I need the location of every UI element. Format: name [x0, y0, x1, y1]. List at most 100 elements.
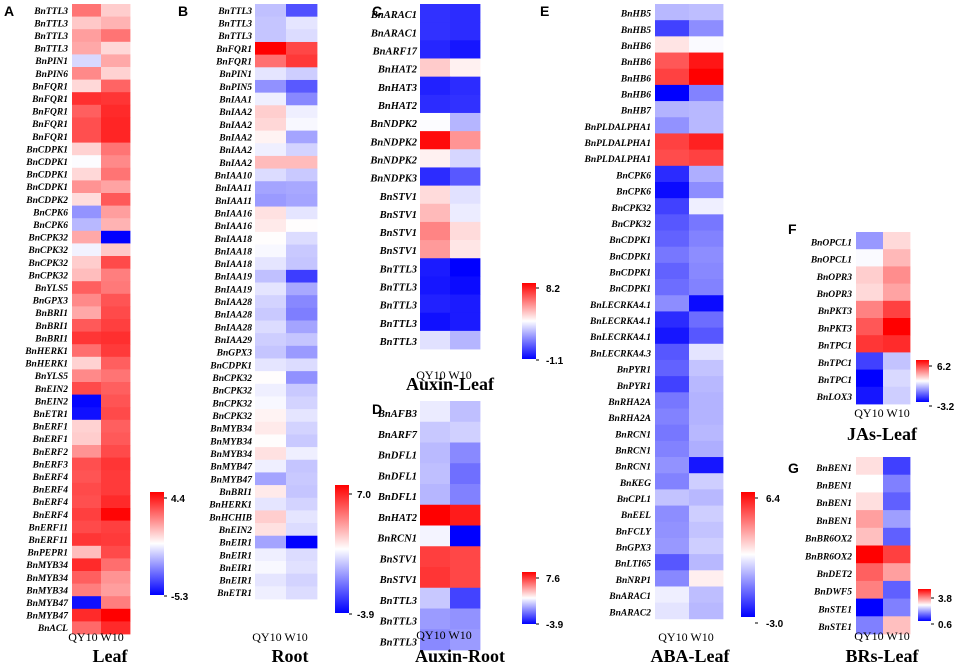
- heatmap-cell-w10: [689, 262, 724, 280]
- heatmap-cell-qy10: [655, 4, 690, 21]
- heatmap-cell-w10: [101, 558, 131, 572]
- gene-label: BnERF4: [32, 511, 69, 521]
- panel-label-d: D: [372, 401, 382, 417]
- gene-label: BnIAA10: [214, 171, 253, 181]
- gene-label: BnFCLY: [614, 527, 652, 537]
- heatmap-cell-w10: [450, 94, 481, 114]
- gene-label: BnFQR1: [31, 95, 68, 105]
- heatmap-cell-qy10: [72, 218, 102, 232]
- heatmap-cell-qy10: [255, 244, 287, 258]
- heatmap-cell-w10: [286, 193, 318, 207]
- gene-label: BnRCN1: [376, 534, 417, 545]
- heatmap-cell-qy10: [255, 523, 287, 537]
- heatmap-cell-qy10: [655, 117, 690, 134]
- heatmap-cell-w10: [883, 474, 911, 493]
- heatmap-cell-qy10: [655, 489, 690, 506]
- gene-label: BnTPC1: [817, 342, 852, 352]
- heatmap-cell-w10: [286, 472, 318, 486]
- heatmap-cell-qy10: [420, 312, 451, 332]
- gene-label: BnSTE1: [817, 623, 852, 633]
- gene-label: BnCDPK1: [608, 252, 651, 262]
- heatmap-cell-w10: [286, 320, 318, 334]
- heatmap-cell-qy10: [420, 401, 451, 423]
- gene-label: BnHERK1: [208, 501, 252, 511]
- heatmap-cell-w10: [101, 193, 131, 206]
- heatmap-cell-qy10: [655, 20, 690, 37]
- legend-min-label: -3.9: [357, 610, 375, 621]
- gene-label: BnRHA2A: [607, 398, 651, 408]
- heatmap-cell-w10: [689, 392, 724, 409]
- heatmap-cell-qy10: [856, 492, 884, 511]
- gene-label: BnIAA2: [218, 159, 252, 169]
- heatmap-cell-qy10: [72, 571, 102, 584]
- gene-label: BnPIN6: [34, 70, 68, 80]
- heatmap-cell-qy10: [72, 180, 102, 194]
- gene-label: BnCPK32: [211, 412, 252, 422]
- column-headers: QY10 W10: [252, 630, 307, 644]
- heatmap-cell-w10: [286, 41, 318, 56]
- heatmap-cell-qy10: [655, 295, 690, 312]
- gene-label: BnBRI1: [218, 488, 252, 498]
- heatmap-cell-qy10: [255, 4, 287, 18]
- heatmap-cell-w10: [450, 629, 481, 651]
- gene-label: BnMYB34: [209, 425, 252, 435]
- gene-label: BnCDPK1: [209, 361, 252, 371]
- gene-label: BnIAA18: [214, 260, 253, 270]
- heatmap-cell-qy10: [420, 587, 451, 609]
- gene-label: BnARF7: [377, 430, 418, 441]
- gene-label: BnLECRKA4.1: [589, 333, 651, 343]
- panel-title-aba-leaf: ABA-Leaf: [651, 646, 731, 666]
- gene-label: BnCDPK1: [25, 145, 68, 155]
- heatmap-cell-w10: [450, 112, 481, 132]
- heatmap-cell-qy10: [420, 94, 451, 114]
- gene-label: BnRCN1: [614, 430, 651, 440]
- gene-label: BnGPX3: [32, 297, 69, 307]
- heatmap-cell-w10: [450, 40, 481, 59]
- heatmap-cell-w10: [101, 268, 131, 282]
- heatmap-cell-qy10: [655, 570, 690, 587]
- heatmap-cell-qy10: [655, 246, 690, 264]
- panel-label-f: F: [788, 221, 797, 237]
- gene-label: BnBRI1: [34, 322, 68, 332]
- heatmap-cell-qy10: [255, 510, 287, 524]
- heatmap-cell-w10: [450, 149, 481, 168]
- legend-max-label: 4.4: [171, 494, 185, 505]
- heatmap-cell-w10: [101, 142, 131, 156]
- color-legend-bar: [918, 589, 931, 621]
- heatmap-cell-qy10: [655, 198, 690, 215]
- heatmap-cell-w10: [101, 369, 131, 383]
- gene-label: BnARAC1: [370, 28, 417, 39]
- gene-label: BnNDPK2: [369, 155, 417, 166]
- heatmap-cell-qy10: [72, 445, 102, 458]
- gene-label: BnOPCL1: [810, 256, 852, 266]
- heatmap-cell-w10: [286, 79, 318, 94]
- heatmap-cell-w10: [450, 504, 481, 526]
- heatmap-cell-w10: [286, 231, 318, 245]
- heatmap-cell-w10: [450, 330, 481, 350]
- gene-label: BnSTV1: [379, 210, 417, 221]
- heatmap-cell-w10: [286, 409, 318, 423]
- gene-label: BnEIR1: [218, 539, 252, 549]
- gene-label: BnEIN2: [34, 385, 69, 395]
- heatmap-cell-qy10: [72, 41, 102, 55]
- heatmap-cell-qy10: [72, 92, 102, 106]
- gene-label: BnBEN1: [815, 499, 852, 509]
- gene-label: BnCDPK1: [25, 183, 68, 193]
- heatmap-cell-qy10: [420, 40, 451, 59]
- heatmap-cell-qy10: [72, 545, 102, 559]
- heatmap-cell-w10: [101, 596, 131, 610]
- legend-min-label: 0.6: [938, 620, 952, 631]
- gene-label: BnEEL: [620, 511, 651, 521]
- heatmap-cell-w10: [101, 167, 131, 181]
- heatmap-cell-w10: [450, 421, 481, 443]
- heatmap-cell-w10: [450, 587, 481, 609]
- heatmap-cell-w10: [883, 369, 911, 388]
- heatmap-cell-w10: [101, 230, 131, 244]
- heatmap-cell-qy10: [420, 149, 451, 168]
- gene-label: BnPIN1: [218, 70, 252, 80]
- color-legend-bar: [522, 572, 536, 624]
- gene-label: BnLECRKA4.1: [589, 301, 651, 311]
- heatmap-cell-qy10: [655, 586, 690, 604]
- heatmap-cell-w10: [450, 76, 481, 96]
- heatmap-cell-w10: [286, 371, 318, 385]
